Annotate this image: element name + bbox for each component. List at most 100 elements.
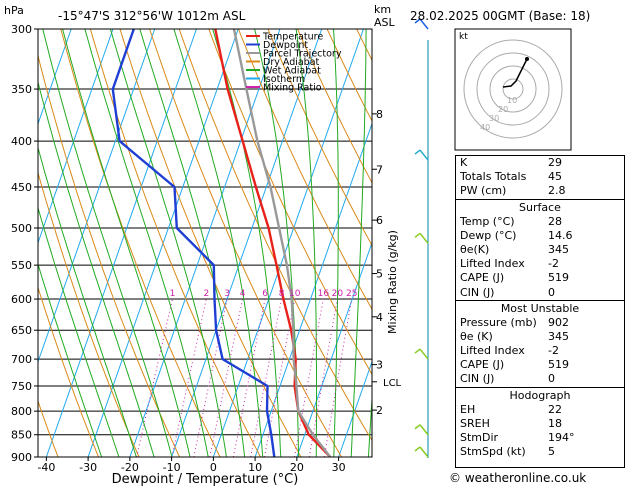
mixing-ratio-label: 25	[346, 289, 357, 299]
km-unit-label: km	[374, 3, 391, 16]
index-value: 29	[548, 156, 562, 169]
hodograph-ring-label: 20	[498, 105, 508, 114]
mixing-ratio-line	[193, 298, 228, 457]
unstable-value: 519	[548, 358, 569, 372]
index-label: PW (cm)	[460, 184, 507, 198]
hodograph-ring-label: 40	[480, 123, 490, 132]
unstable-value: 345	[548, 329, 569, 343]
unstable-row: CIN (J) 0	[456, 372, 624, 386]
km-tick-label: 5	[376, 268, 383, 281]
wind-barb-flag-icon	[414, 149, 421, 155]
wind-barb-icon	[419, 446, 429, 458]
x-tick-label: 30	[332, 461, 346, 474]
lcl-label: LCL	[383, 378, 402, 389]
hodograph-stat-label: StmSpd (kt)	[460, 445, 526, 459]
km-tick-label: 2	[376, 404, 383, 417]
isotherm-line	[38, 29, 72, 126]
wet-adiabat-line	[38, 145, 137, 457]
dry-adiabat-line	[38, 171, 140, 457]
hodograph-ring	[489, 65, 537, 113]
surface-row: θe(K) 345	[456, 243, 624, 257]
mixing-ratio-label: 10	[289, 289, 301, 299]
hodograph-stat-label: EH	[460, 402, 476, 416]
surface-value: 28	[548, 214, 562, 228]
wet-adiabat-line	[84, 29, 209, 457]
asl-unit-label: ASL	[374, 16, 396, 29]
isotherm-line	[171, 29, 323, 457]
unstable-row: Lifted Index -2	[456, 344, 624, 358]
isotherm-line	[254, 122, 372, 457]
wind-barb-flag-icon	[414, 348, 421, 354]
unstable-label: Lifted Index	[460, 344, 525, 358]
unstable-row: CAPE (J) 519	[456, 358, 624, 372]
hodograph-ring	[476, 52, 550, 126]
km-tick-label: 4	[376, 311, 383, 324]
isotherm-line	[38, 29, 114, 245]
hodograph-ring	[502, 78, 524, 100]
surface-label: θe(K)	[460, 242, 490, 256]
wind-barb-icon	[419, 232, 429, 244]
mixing-ratio-label: 3	[224, 289, 230, 299]
wet-adiabat-line	[350, 29, 367, 457]
p-unit-label: hPa	[4, 4, 24, 17]
wet-adiabat-line	[333, 29, 339, 457]
surface-value: 14.6	[548, 228, 573, 242]
surface-row: Lifted Index -2	[456, 257, 624, 271]
dry-adiabat-line	[38, 399, 59, 457]
legend-label: Mixing Ratio	[263, 83, 322, 94]
hodograph-stat-value: 5	[548, 445, 555, 459]
x-tick-label: -10	[163, 461, 181, 474]
unstable-label: θe (K)	[460, 329, 493, 343]
legend-label: Dry Adiabat	[263, 57, 320, 68]
surface-title: Surface	[519, 200, 561, 214]
pressure-tick-label: 550	[11, 259, 32, 272]
dry-adiabat-line	[149, 29, 342, 457]
wet-adiabat-line	[173, 29, 264, 457]
mixing-ratio-line	[209, 298, 244, 457]
dry-adiabat-line	[38, 286, 99, 457]
pressure-tick-label: 300	[11, 23, 32, 36]
unstable-value: 902	[548, 315, 569, 329]
pressure-tick-label: 350	[11, 83, 32, 96]
mixing-ratio-label: 4	[240, 289, 246, 299]
dry-adiabat-line	[297, 29, 372, 184]
mixing-ratio-line	[136, 298, 173, 457]
unstable-row: Pressure (mb) 902	[456, 316, 624, 330]
wet-adiabat-line	[367, 391, 372, 457]
index-label: K	[460, 156, 468, 169]
wet-adiabat-line	[109, 29, 227, 457]
hodograph-endpoint	[525, 57, 529, 61]
wet-adiabat-line	[38, 206, 120, 457]
surface-label: Lifted Index	[460, 257, 525, 271]
surface-row: CAPE (J) 519	[456, 271, 624, 285]
dry-adiabat-line	[237, 29, 372, 311]
hodograph-unit-label: kt	[459, 32, 468, 42]
wind-barb-icon	[419, 18, 429, 30]
hodograph-stat-value: 18	[548, 416, 562, 430]
x-tick-label: -20	[121, 461, 139, 474]
km-tick-label: 7	[376, 163, 383, 176]
mixing-ratio-line	[250, 298, 283, 457]
pressure-tick-label: 450	[11, 181, 32, 194]
hodograph-ring	[463, 39, 563, 139]
surface-value: 519	[548, 271, 569, 285]
surface-row: Dewp (°C) 14.6	[456, 229, 624, 243]
copyright-text: © weatheronline.co.uk	[449, 471, 587, 485]
surface-label: Temp (°C)	[460, 214, 515, 228]
x-axis-label: Dewpoint / Temperature (°C)	[112, 472, 299, 486]
mixing-ratio-label: 1	[170, 289, 176, 299]
hodograph-ring-label: 30	[489, 114, 499, 123]
hodograph-stat-row: StmSpd (kt) 5	[456, 445, 624, 459]
legend-label: Isotherm	[263, 74, 305, 85]
wind-barb-flag-icon	[414, 446, 421, 452]
hodograph-stat-row: StmDir 194°	[456, 431, 624, 445]
dry-adiabat-line	[208, 29, 372, 376]
x-tick-label: 0	[210, 461, 217, 474]
wet-adiabat-line	[42, 29, 173, 457]
pressure-tick-label: 700	[11, 353, 32, 366]
surface-row: CIN (J) 0	[456, 286, 624, 300]
wind-barbs	[414, 18, 429, 458]
legend-label: Dewpoint	[263, 40, 308, 51]
mixing-ratio-label: 6	[262, 289, 268, 299]
